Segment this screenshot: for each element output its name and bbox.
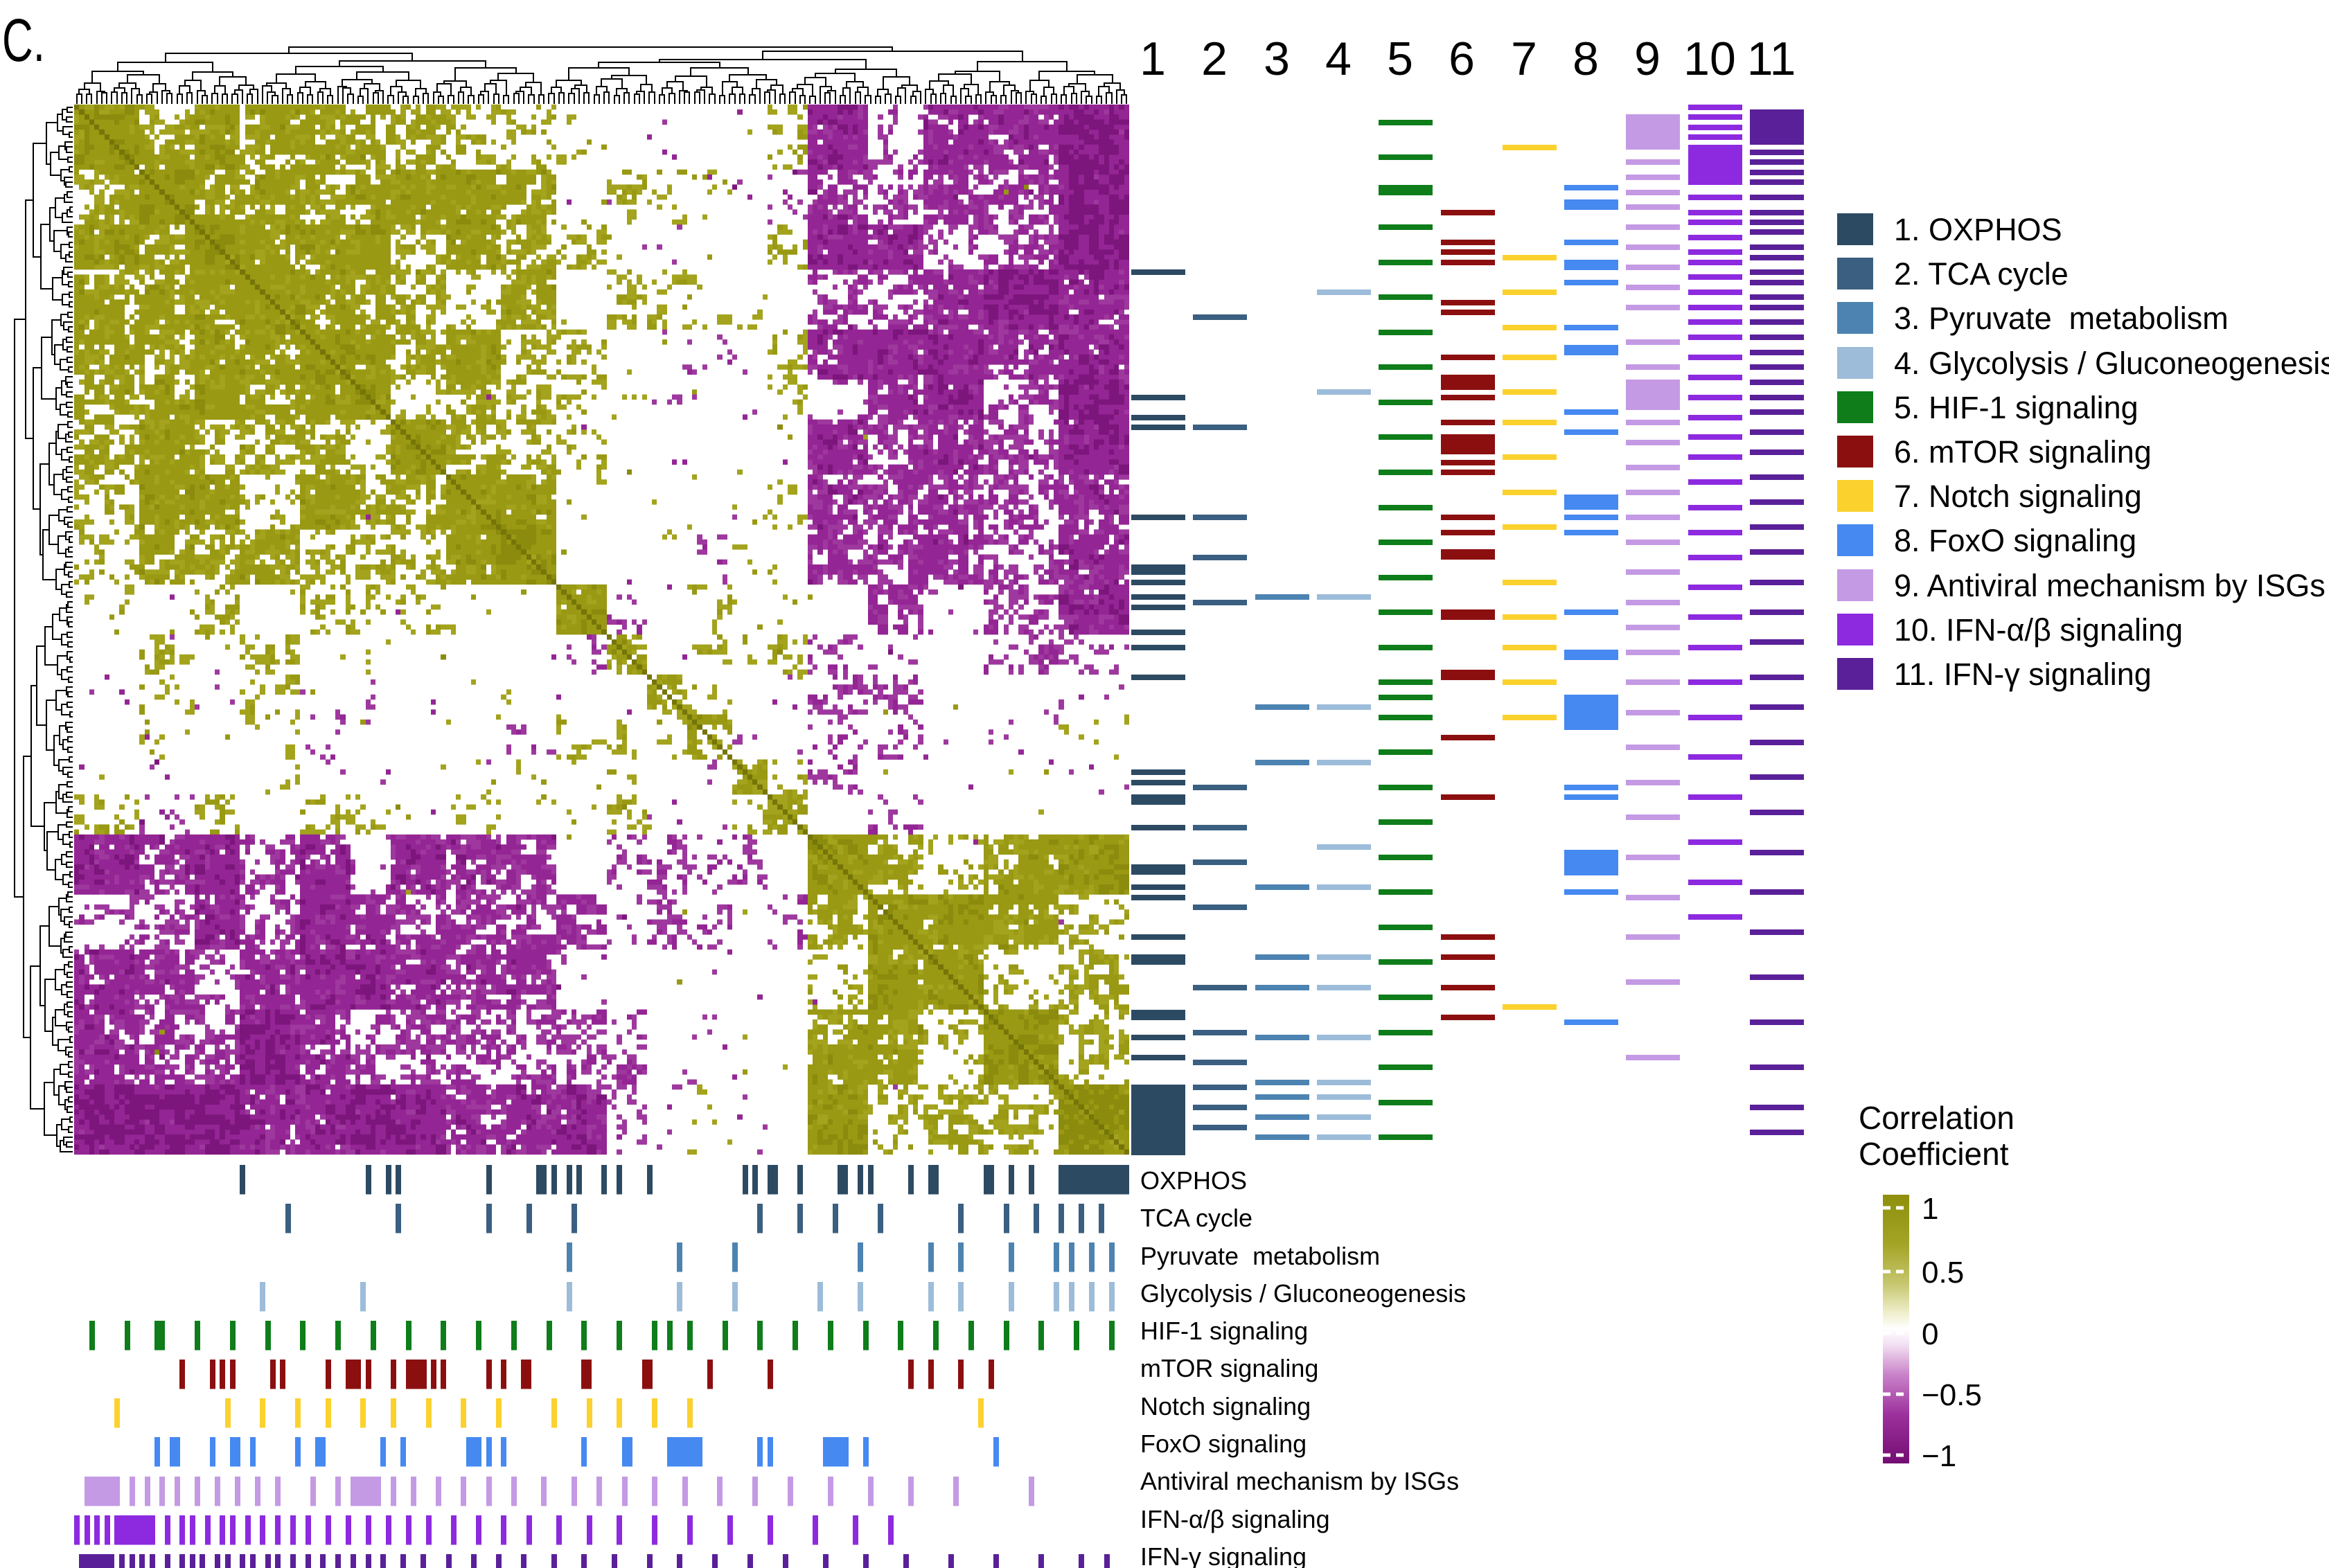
svg-text:1: 1 xyxy=(1140,33,1166,85)
svg-text:4: 4 xyxy=(1325,33,1352,85)
svg-text:mTOR signaling: mTOR signaling xyxy=(1140,1354,1318,1382)
svg-text:10. IFN-α/β signaling: 10. IFN-α/β signaling xyxy=(1894,612,2183,648)
svg-text:FoxO signaling: FoxO signaling xyxy=(1140,1429,1307,1458)
svg-text:3. Pyruvate metabolism: 3. Pyruvate metabolism xyxy=(1894,301,2229,336)
svg-text:8: 8 xyxy=(1573,33,1599,85)
svg-text:1. OXPHOS: 1. OXPHOS xyxy=(1894,212,2062,247)
svg-text:9. Antiviral mechanism by ISGs: 9. Antiviral mechanism by ISGs xyxy=(1894,568,2326,603)
svg-text:IFN-γ signaling: IFN-γ signaling xyxy=(1140,1542,1307,1568)
svg-text:Antiviral mechanism by ISGs: Antiviral mechanism by ISGs xyxy=(1140,1467,1459,1495)
svg-text:7: 7 xyxy=(1511,33,1537,85)
svg-text:10: 10 xyxy=(1683,33,1736,85)
svg-text:6. mTOR signaling: 6. mTOR signaling xyxy=(1894,434,2152,470)
svg-text:7. Notch signaling: 7. Notch signaling xyxy=(1894,479,2142,514)
svg-text:−1: −1 xyxy=(1922,1439,1956,1473)
svg-text:2. TCA cycle: 2. TCA cycle xyxy=(1894,256,2069,292)
svg-text:11. IFN-γ signaling: 11. IFN-γ signaling xyxy=(1894,657,2152,692)
svg-text:HIF-1 signaling: HIF-1 signaling xyxy=(1140,1317,1308,1345)
svg-text:6: 6 xyxy=(1449,33,1475,85)
svg-text:IFN-α/β signaling: IFN-α/β signaling xyxy=(1140,1505,1330,1533)
svg-text:−0.5: −0.5 xyxy=(1922,1378,1982,1412)
svg-text:C.: C. xyxy=(2,7,45,74)
svg-text:8. FoxO signaling: 8. FoxO signaling xyxy=(1894,523,2136,558)
svg-text:5. HIF-1 signaling: 5. HIF-1 signaling xyxy=(1894,390,2138,425)
svg-text:4. Glycolysis / Gluconeogenesi: 4. Glycolysis / Gluconeogenesis xyxy=(1894,346,2329,381)
svg-text:9: 9 xyxy=(1634,33,1661,85)
svg-text:0: 0 xyxy=(1922,1317,1938,1351)
svg-text:Notch signaling: Notch signaling xyxy=(1140,1392,1311,1420)
svg-text:3: 3 xyxy=(1264,33,1290,85)
svg-text:1: 1 xyxy=(1922,1192,1938,1226)
svg-text:11: 11 xyxy=(1747,33,1796,85)
svg-text:Pyruvate metabolism: Pyruvate metabolism xyxy=(1140,1242,1380,1270)
svg-text:OXPHOS: OXPHOS xyxy=(1140,1166,1247,1195)
svg-text:Coefficient: Coefficient xyxy=(1859,1136,2009,1172)
svg-text:5: 5 xyxy=(1387,33,1413,85)
svg-text:2: 2 xyxy=(1201,33,1228,85)
svg-text:TCA cycle: TCA cycle xyxy=(1140,1204,1252,1232)
svg-text:Correlation: Correlation xyxy=(1859,1100,2014,1136)
svg-text:0.5: 0.5 xyxy=(1922,1256,1964,1290)
svg-text:Glycolysis / Gluconeogenesis: Glycolysis / Gluconeogenesis xyxy=(1140,1279,1466,1308)
